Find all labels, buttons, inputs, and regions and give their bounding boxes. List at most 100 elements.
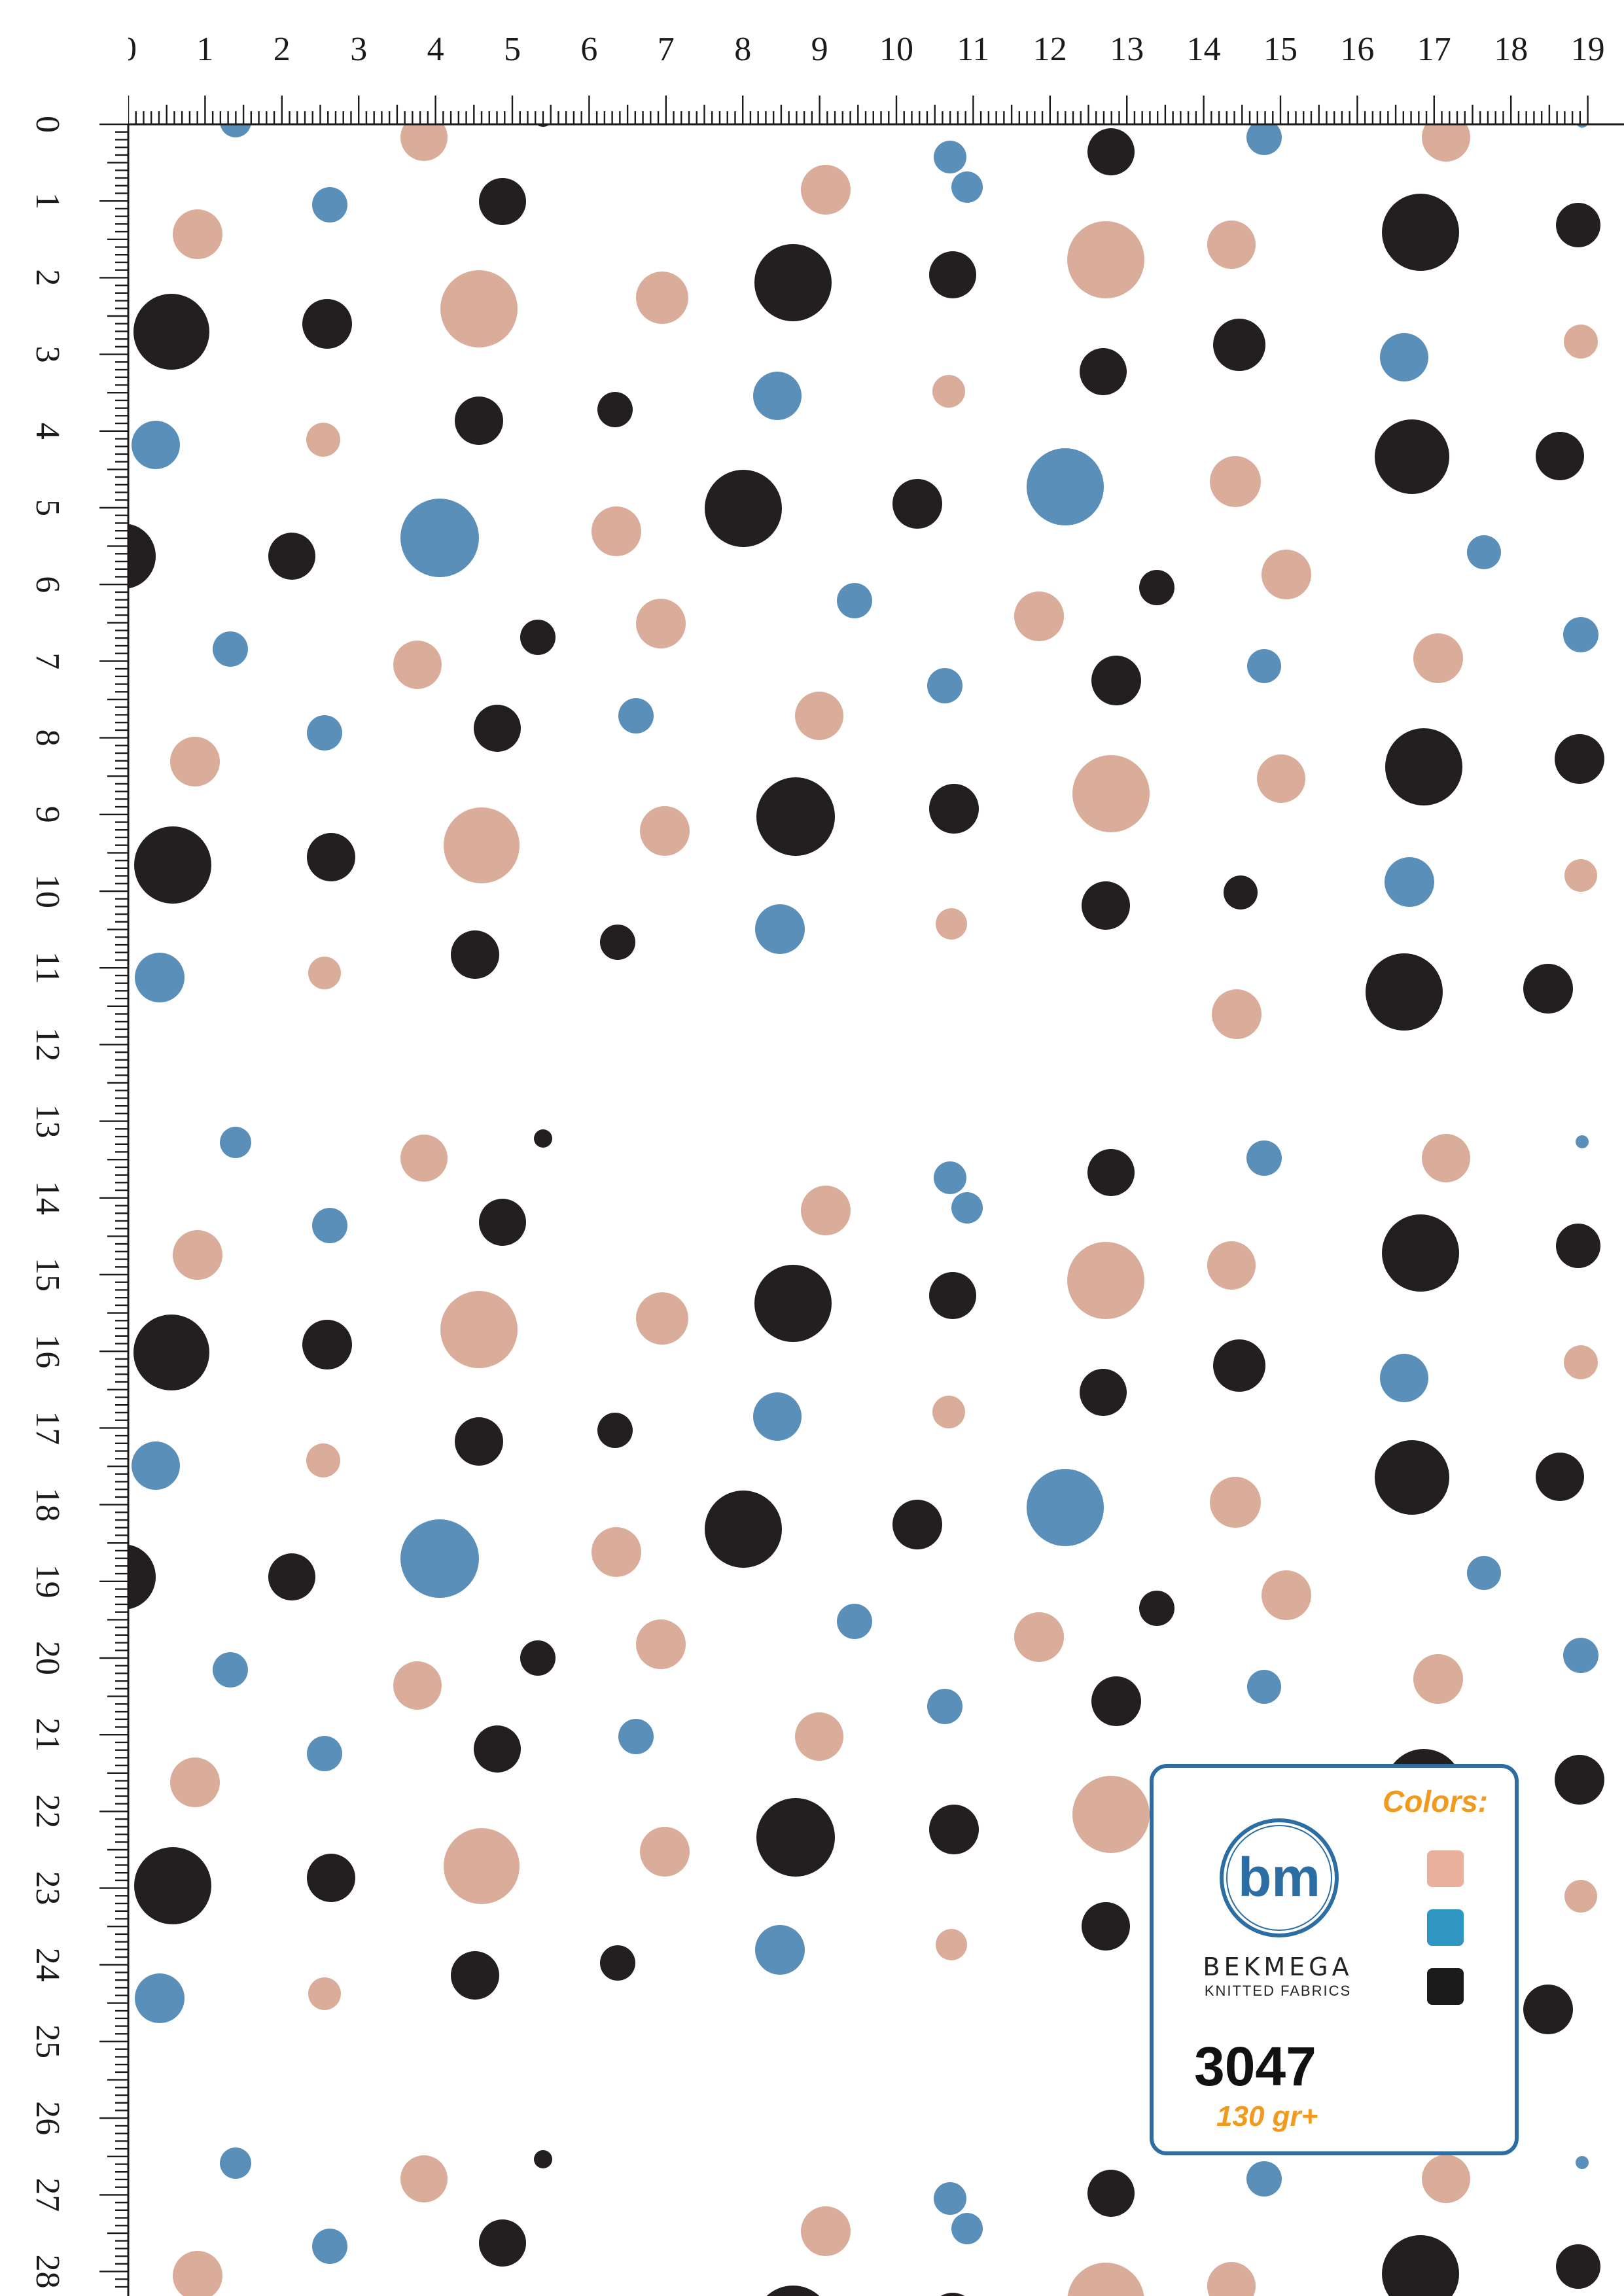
top-ruler-label: 12: [1033, 31, 1067, 68]
polka-dot-blue: [1576, 2156, 1589, 2169]
left-ruler-label: 7: [29, 652, 66, 669]
polka-dot-peach: [640, 1827, 690, 1877]
polka-dot-black: [705, 470, 782, 547]
polka-dot-peach: [932, 375, 965, 408]
bekmega-logo-icon: bm: [1214, 1812, 1345, 1943]
polka-dot-black: [1523, 1985, 1573, 2034]
polka-dot-peach: [1207, 2262, 1256, 2296]
color-swatch-black: [1427, 1968, 1464, 2005]
polka-dot-black: [1536, 432, 1584, 480]
polka-dot-peach: [1564, 1880, 1597, 1913]
polka-dot-black: [307, 1854, 355, 1902]
polka-dot-peach: [636, 272, 688, 324]
polka-dot-peach: [1067, 2263, 1144, 2296]
polka-dot-black: [134, 1847, 211, 1924]
left-ruler-label: 16: [29, 1334, 66, 1368]
polka-dot-blue: [1247, 649, 1281, 683]
left-ruler-label: 2: [29, 269, 66, 286]
top-ruler-label: 15: [1263, 31, 1297, 68]
left-ruler-label: 23: [29, 1871, 66, 1905]
polka-dot-peach: [1014, 592, 1064, 641]
top-ruler-label: 10: [879, 31, 913, 68]
polka-dot-black: [1139, 570, 1174, 605]
polka-dot-peach: [1210, 1477, 1261, 1528]
polka-dot-black: [307, 833, 355, 881]
polka-dot-blue: [934, 1161, 966, 1194]
polka-dot-black: [1213, 319, 1265, 371]
polka-dot-peach: [308, 957, 341, 989]
top-ruler-label: 8: [734, 31, 751, 68]
polka-dot-black: [754, 2286, 832, 2296]
left-ruler-label: 9: [29, 806, 66, 823]
polka-dot-black: [1213, 1339, 1265, 1392]
polka-dot-peach: [591, 506, 641, 556]
left-ruler-label: 21: [29, 1718, 66, 1752]
polka-dot-peach: [400, 2155, 448, 2202]
polka-dot-peach: [173, 2251, 222, 2296]
polka-dot-blue: [213, 631, 248, 667]
polka-dot-peach: [440, 270, 518, 347]
polka-dot-peach: [936, 908, 967, 940]
top-ruler-label: 14: [1187, 31, 1221, 68]
polka-dot-black: [133, 294, 209, 370]
polka-dot-blue: [837, 1604, 872, 1639]
polka-dot-blue: [951, 1192, 983, 1224]
polka-dot-peach: [801, 2206, 851, 2256]
polka-dot-peach: [636, 1292, 688, 1345]
polka-dot-black: [1087, 2170, 1135, 2217]
polka-dot-peach: [1413, 633, 1463, 683]
top-ruler-label: 4: [427, 31, 444, 68]
polka-dot-black: [1555, 734, 1604, 784]
top-ruler-label: 3: [350, 31, 367, 68]
top-ruler-label: 19: [1571, 31, 1605, 68]
polka-dot-peach: [1207, 1241, 1256, 1290]
top-ruler-label: 17: [1417, 31, 1451, 68]
polka-dot-blue: [132, 1441, 180, 1490]
polka-dot-blue: [934, 2182, 966, 2215]
polka-dot-peach: [1014, 1612, 1064, 1662]
polka-dot-black: [302, 1320, 352, 1369]
left-ruler-label: 25: [29, 2024, 66, 2058]
top-ruler-label: 11: [957, 31, 989, 68]
product-info-card: Colors: bm BEKMEGA KNITTED FABRICS 3047 …: [1150, 1764, 1519, 2155]
polka-dot-black: [705, 1491, 782, 1568]
polka-dot-black: [1555, 1755, 1604, 1805]
polka-dot-black: [1091, 1676, 1141, 1726]
polka-dot-black: [892, 479, 942, 529]
left-ruler-label: 28: [29, 2255, 66, 2289]
left-ruler-label: 5: [29, 499, 66, 516]
polka-dot-blue: [220, 1127, 251, 1158]
polka-dot-black: [455, 397, 503, 445]
polka-dot-peach: [1212, 989, 1262, 1039]
polka-dot-blue: [135, 1973, 185, 2023]
polka-dot-blue: [837, 583, 872, 618]
polka-dot-peach: [1067, 221, 1144, 298]
top-ruler-label: 6: [580, 31, 597, 68]
polka-dot-black: [134, 826, 211, 904]
colors-label: Colors:: [1383, 1784, 1488, 1819]
polka-dot-blue: [132, 421, 180, 469]
polka-dot-black: [600, 925, 635, 960]
left-ruler-label: 15: [29, 1258, 66, 1292]
polka-dot-black: [929, 251, 976, 298]
polka-dot-black: [1375, 1440, 1449, 1515]
polka-dot-peach: [308, 1977, 341, 2010]
left-ruler-label: 12: [29, 1027, 66, 1061]
polka-dot-blue: [312, 187, 347, 222]
left-ruler-label: 11: [29, 951, 66, 984]
polka-dot-blue: [934, 141, 966, 173]
color-swatch-blue: [1427, 1909, 1464, 1946]
brand-name: BEKMEGA: [1180, 1952, 1376, 1981]
polka-dot-peach: [173, 1230, 222, 1280]
polka-dot-black: [1139, 1591, 1174, 1626]
polka-dot-blue: [1246, 1140, 1282, 1176]
polka-dot-black: [1536, 1453, 1584, 1501]
polka-dot-black: [1080, 348, 1127, 395]
polka-dot-blue: [135, 953, 185, 1002]
top-ruler-label: 5: [504, 31, 521, 68]
polka-dot-black: [1382, 194, 1459, 271]
polka-dot-black: [451, 1951, 499, 2000]
polka-dot-blue: [400, 499, 479, 577]
top-ruler: 012345678910111213141516171819: [0, 0, 1624, 124]
polka-dot-peach: [173, 209, 222, 259]
